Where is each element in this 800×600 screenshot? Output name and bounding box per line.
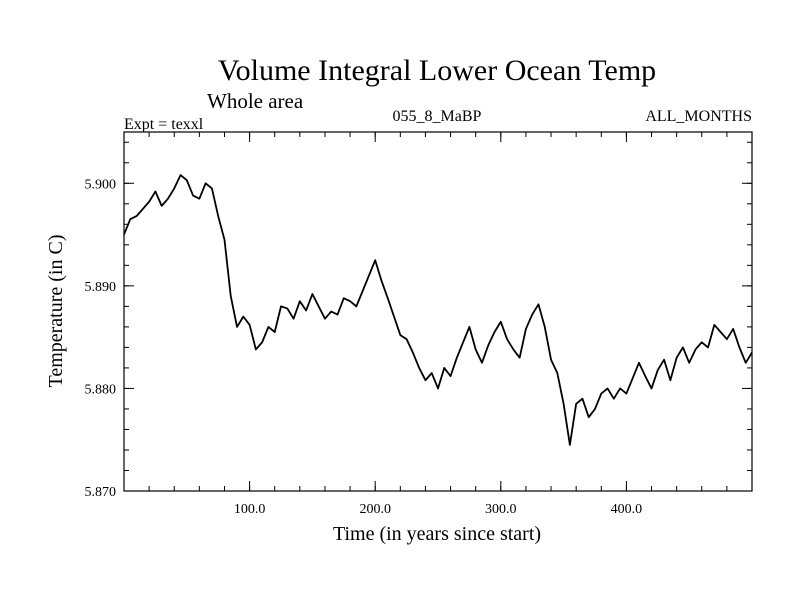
plot-frame — [123, 131, 753, 492]
y-tick-label: 5.880 — [85, 382, 117, 397]
y-tick-label: 5.900 — [85, 177, 117, 192]
y-axis-label: Temperature (in C) — [45, 235, 67, 388]
x-tick-label: 200.0 — [359, 502, 391, 517]
temperature-series-line — [123, 174, 753, 446]
x-tick-label: 100.0 — [234, 502, 266, 517]
chart-title: Volume Integral Lower Ocean Temp — [218, 54, 656, 87]
x-tick-label: 300.0 — [485, 502, 517, 517]
y-tick-label: 5.890 — [85, 280, 117, 295]
axis-ticks — [124, 132, 752, 492]
period-label: 055_8_MaBP — [393, 108, 482, 125]
months-label: ALL_MONTHS — [645, 108, 752, 125]
experiment-label: Expt = texxl — [124, 116, 204, 133]
x-axis-label: Time (in years since start) — [333, 523, 541, 545]
axis-tick-labels: 100.0 200.0 300.0 400.0 5.870 5.880 5.890 5.900 — [85, 177, 643, 517]
y-tick-label: 5.870 — [85, 485, 117, 500]
x-tick-label: 400.0 — [611, 502, 643, 517]
chart-subtitle: Whole area — [207, 89, 304, 113]
